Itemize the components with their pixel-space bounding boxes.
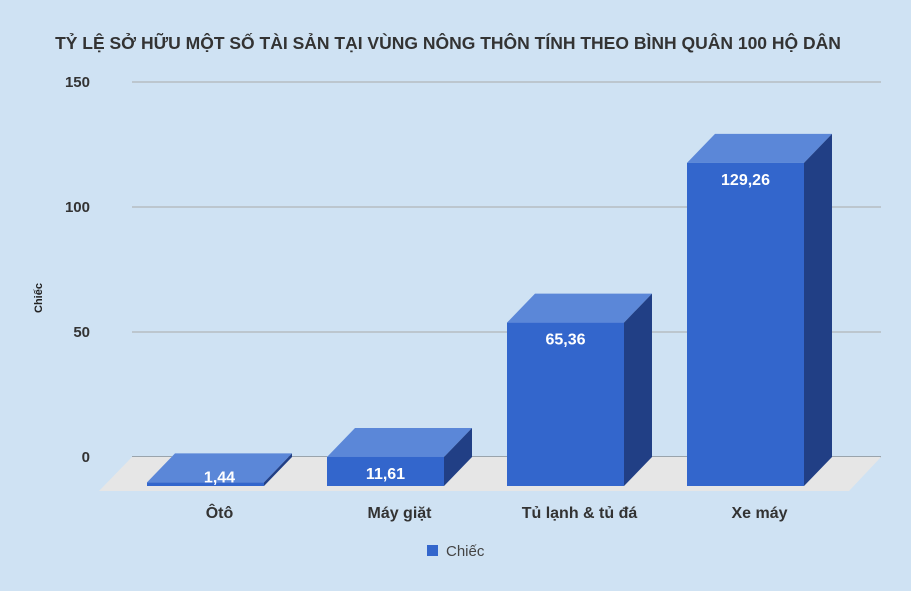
bar-front [327,456,444,486]
data-label: 65,36 [545,332,585,349]
bar-side [804,133,832,486]
x-tick-label: Ôtô [206,503,234,522]
x-tick-label: Máy giặt [367,505,432,522]
bar [327,427,472,486]
chart-title: TỶ LỆ SỞ HỮU MỘT SỐ TÀI SẢN TẠI VÙNG NÔN… [55,32,841,53]
legend-swatch [427,545,438,556]
x-axis-labels: Ôtô Máy giặt Tủ lạnh & tủ đá Xe máy [206,503,788,522]
bar-side [624,293,652,486]
bar-top [147,453,292,483]
chart-floor [99,457,881,491]
bar-top [507,293,652,323]
bar-side [264,453,292,486]
bar-side [444,427,472,486]
data-label: 1,44 [204,469,235,486]
bar-front [507,322,624,486]
data-label: 11,61 [366,466,405,483]
bar [687,133,832,486]
legend: Chiếc [427,543,485,560]
bar-front [147,482,264,486]
x-tick-label: Tủ lạnh & tủ đá [522,505,638,522]
bar-front [687,162,804,486]
y-tick-label: 50 [73,324,90,341]
floor-plane [99,457,881,491]
data-label: 129,26 [721,172,770,189]
y-tick-label: 150 [65,74,90,91]
bar-top [327,427,472,457]
y-tick-label: 0 [82,449,90,466]
legend-label: Chiếc [446,543,485,560]
bar [507,293,652,486]
bar-top [687,133,832,163]
y-tick-label: 100 [65,199,90,216]
data-labels: 1,44 11,61 65,36 129,26 [204,172,770,487]
y-axis-label: Chiếc [33,283,45,313]
bar [147,453,292,486]
x-tick-label: Xe máy [731,505,787,522]
bars [147,133,832,486]
